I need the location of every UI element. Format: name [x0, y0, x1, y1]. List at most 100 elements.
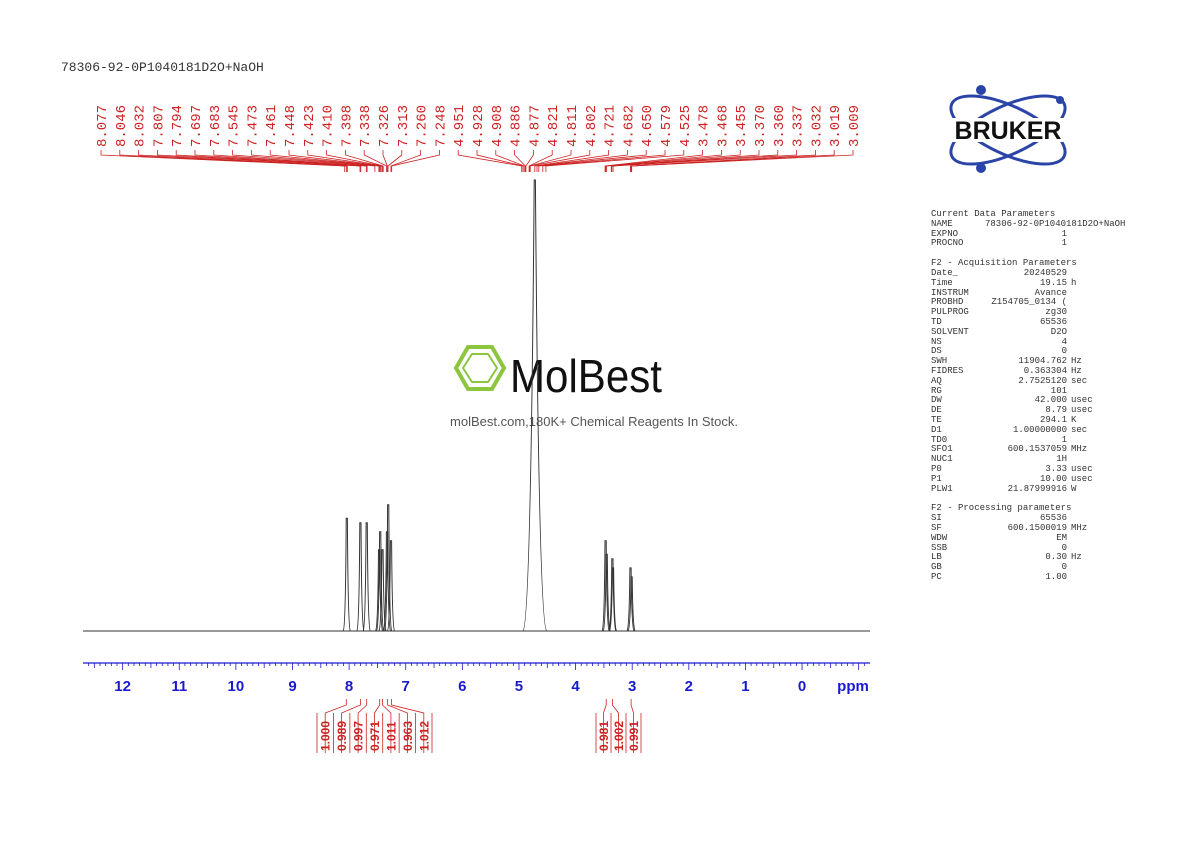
spectrum-peak-4: [376, 531, 385, 632]
param-unit: [1067, 239, 1123, 249]
peak-label: 4.682: [621, 105, 637, 147]
param-value: 65536: [1039, 513, 1067, 524]
param-unit: h: [1071, 277, 1077, 288]
peak-label-leader: [528, 150, 553, 172]
param-unit: Hz: [1071, 365, 1082, 376]
param-unit: [1067, 308, 1123, 318]
integral-value: 0.991: [627, 721, 641, 751]
x-tick-label: 0: [798, 678, 806, 695]
peak-label-leader: [326, 150, 383, 172]
acquisition-params-title: F2 - Acquisition Parameters: [931, 258, 1077, 269]
param-key: DE: [931, 405, 942, 416]
param-row: SSB 0: [931, 543, 1146, 554]
peak-label-leader: [476, 150, 524, 172]
param-row: SF 600.1500019 MHz: [931, 522, 1146, 534]
param-key: EXPNO: [931, 228, 959, 239]
param-value: 10.00: [1039, 473, 1067, 484]
param-value: 21.87999916: [1007, 483, 1067, 494]
integral-leader: [612, 699, 619, 753]
peak-label-leader: [538, 150, 647, 172]
param-key: SI: [931, 513, 942, 524]
peak-label-leader: [631, 150, 854, 172]
peak-label: 7.448: [283, 105, 299, 147]
peak-label-leader: [382, 150, 388, 172]
param-value: 4: [1061, 336, 1067, 347]
peak-label: 7.248: [433, 105, 449, 147]
param-row: NS 4: [931, 336, 1146, 348]
peak-label: 8.077: [95, 105, 111, 147]
param-row: FIDRES 0.363304 Hz: [931, 365, 1146, 377]
peak-label: 4.951: [452, 105, 468, 147]
param-row: DW 42.000 usec: [931, 396, 1146, 406]
param-row: PLW1 21.87999916 W: [931, 483, 1146, 495]
peak-label: 4.802: [584, 105, 600, 147]
integral-leader: [387, 699, 408, 753]
param-row: Date_ 20240529: [931, 267, 1146, 279]
spectrum-peak-10: [601, 540, 610, 632]
param-row: WDW EM: [931, 533, 1146, 544]
param-row: TD0 1: [931, 435, 1146, 446]
param-unit: [1067, 563, 1123, 573]
peak-label: 7.461: [264, 105, 280, 147]
param-value: Avance: [1034, 287, 1067, 298]
param-unit: [1067, 230, 1123, 240]
peak-label-leader: [363, 150, 387, 172]
integral-value: 0.997: [352, 721, 366, 751]
param-key: SOLVENT: [931, 326, 969, 337]
param-row: EXPNO 1: [931, 228, 1146, 240]
x-axis-label: ppm: [837, 678, 869, 695]
peak-label-leader: [457, 150, 523, 172]
peak-label: 4.721: [603, 105, 619, 147]
param-row: LB 0.30 Hz: [931, 552, 1146, 563]
param-value: 42.000: [1034, 395, 1067, 406]
x-tick-label: 1: [741, 678, 749, 695]
param-key: P1: [931, 473, 942, 484]
integral-value: 0.989: [335, 721, 349, 751]
param-value: 20240529: [1023, 267, 1067, 278]
peak-label: 4.908: [490, 105, 506, 147]
param-value: 101: [1050, 385, 1067, 396]
peak-label-leader: [251, 150, 380, 172]
param-value: D2O: [1050, 326, 1067, 337]
molbest-wordmark: MolBest: [510, 350, 662, 402]
integral-value: 0.981: [597, 721, 611, 751]
param-value: 3.33: [1045, 463, 1067, 474]
integral-value: 0.963: [401, 721, 415, 751]
integral-value: 1.000: [319, 721, 333, 751]
peak-label-leader: [119, 150, 347, 172]
param-value: 8.79: [1045, 405, 1067, 416]
molbest-tagline: molBest.com,180K+ Chemical Reagents In S…: [450, 414, 738, 429]
param-key: Date_: [931, 267, 959, 278]
param-value: 78306-92-0P1040181D2O+NaOH: [985, 218, 1126, 229]
param-unit: [1067, 328, 1123, 338]
param-unit: [1067, 318, 1123, 328]
peak-label: 3.032: [809, 105, 825, 147]
peak-label-leader: [390, 150, 421, 172]
peak-label-leader: [605, 150, 722, 172]
peak-label: 7.697: [189, 105, 205, 147]
integral-leader: [603, 699, 607, 753]
param-unit: usec: [1071, 463, 1093, 474]
param-unit: [1067, 289, 1123, 299]
param-row: DS 0: [931, 347, 1146, 357]
param-key: PULPROG: [931, 307, 969, 318]
peak-label: 3.468: [715, 105, 731, 147]
param-value: 1H: [1056, 454, 1067, 465]
peak-label-leader: [606, 150, 741, 172]
param-key: NUC1: [931, 454, 953, 465]
param-key: SF: [931, 522, 942, 533]
peak-label: 4.821: [546, 105, 562, 147]
peak-label-leader: [175, 150, 362, 172]
peak-label-leader: [138, 150, 348, 172]
param-row: GB 0: [931, 562, 1146, 573]
param-row: SFO1 600.1537059 MHz: [931, 445, 1146, 455]
peak-label-leader: [194, 150, 367, 172]
param-key: RG: [931, 385, 942, 396]
param-key: PC: [931, 571, 942, 582]
peak-label: 3.478: [697, 105, 713, 147]
param-row: RG 101: [931, 385, 1146, 397]
peak-label-leader: [514, 150, 526, 172]
peak-label: 7.410: [321, 105, 337, 147]
param-value: 0: [1061, 562, 1067, 573]
